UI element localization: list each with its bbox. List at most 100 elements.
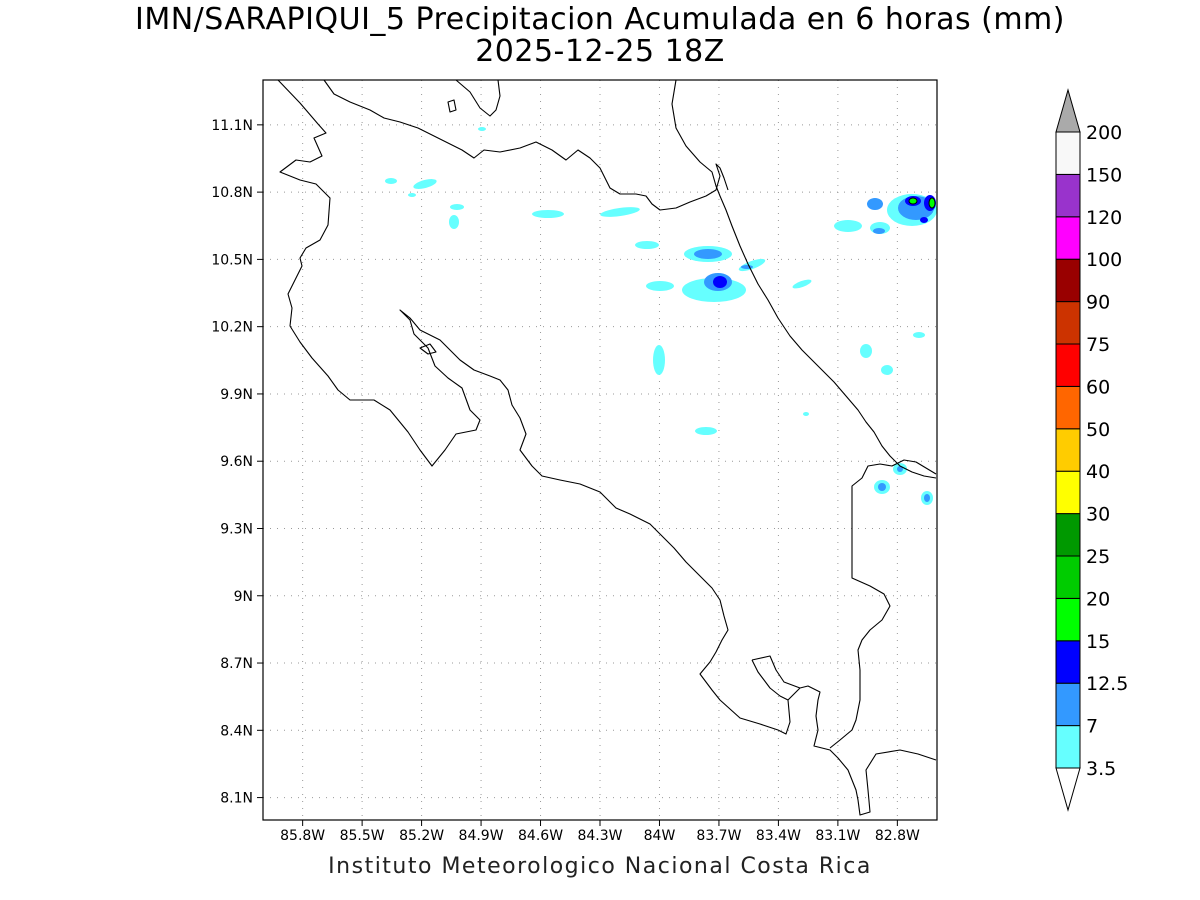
- colorbar-swatch: [1055, 470, 1081, 515]
- colorbar-label: 200: [1086, 122, 1122, 144]
- precip-cell: [803, 412, 809, 416]
- precipitation-cells: [385, 127, 937, 505]
- lon-tick-label: 84.9W: [459, 828, 504, 844]
- northern-border: [323, 79, 729, 211]
- colorbar-swatch: [1055, 428, 1081, 472]
- chart-title: IMN/SARAPIQUI_5 Precipitacion Acumulada …: [135, 2, 1065, 37]
- colorbar-label: 100: [1086, 249, 1122, 271]
- lon-tick-label: 84.6W: [518, 828, 563, 844]
- lat-tick-label: 10.5N: [211, 252, 253, 268]
- colorbar-over-triangle: [1055, 88, 1081, 133]
- colorbar-label: 75: [1086, 334, 1110, 356]
- colorbar-label: 12.5: [1086, 673, 1128, 695]
- osa-coastline: [751, 659, 789, 701]
- nicaragua-coast: [455, 79, 501, 117]
- precip-cell: [834, 220, 862, 232]
- precip-cell: [600, 207, 640, 217]
- precip-cell: [881, 365, 893, 375]
- pacific-coastline: [277, 79, 937, 816]
- map-frame: [262, 79, 938, 821]
- precip-cell: [741, 265, 753, 269]
- lon-tick-label: 83.4W: [756, 828, 801, 844]
- colorbar-label: 7: [1086, 716, 1098, 738]
- lon-tick-label: 82.8W: [875, 828, 920, 844]
- colorbar-swatch: [1055, 597, 1081, 642]
- colorbar-label: 90: [1086, 292, 1110, 314]
- lat-tick-label: 9.6N: [220, 454, 253, 470]
- caribbean-coastline: [671, 79, 937, 479]
- lat-tick-label: 9.3N: [220, 521, 253, 537]
- precip-cell: [913, 332, 925, 338]
- lon-tick-label: 85.5W: [340, 828, 385, 844]
- colorbar-label: 30: [1086, 504, 1110, 526]
- precip-cell: [897, 466, 903, 472]
- precip-cell: [928, 197, 936, 209]
- colorbar-label: 20: [1086, 588, 1110, 610]
- colorbar-swatch: [1055, 555, 1081, 599]
- colorbar-swatch: [1055, 513, 1081, 557]
- coastlines: [277, 79, 937, 816]
- island: [447, 99, 457, 113]
- colorbar-swatch: [1055, 258, 1081, 303]
- panama-border: [829, 459, 937, 749]
- colorbar-under-triangle: [1055, 767, 1081, 812]
- precip-cell: [408, 193, 416, 197]
- colorbar-swatch: [1055, 131, 1081, 175]
- colorbar-swatch: [1055, 682, 1081, 727]
- lat-tick-label: 10.2N: [211, 320, 253, 336]
- precip-cell: [867, 198, 883, 210]
- colorbar-label: 120: [1086, 207, 1122, 229]
- colorbar-swatch: [1055, 173, 1081, 218]
- precip-cell: [635, 241, 659, 249]
- colorbar-label: 60: [1086, 376, 1110, 398]
- precip-cell: [413, 179, 437, 189]
- colorbar: 3.5 7 12.5 15 20 25 30 40 50 60 75 90 100 120 150 200: [1055, 88, 1128, 812]
- precip-cell: [450, 204, 464, 210]
- precip-cell: [532, 210, 564, 218]
- precip-cell: [478, 127, 486, 131]
- precip-cell: [646, 281, 674, 291]
- lon-tick-label: 85.2W: [399, 828, 444, 844]
- colorbar-label: 15: [1086, 631, 1110, 653]
- precip-cell: [924, 494, 930, 502]
- colorbar-label: 40: [1086, 461, 1110, 483]
- island: [419, 343, 437, 355]
- gulf-coastline: [751, 655, 801, 689]
- lon-tick-label: 84.3W: [577, 828, 622, 844]
- lon-tick-label: 84W: [644, 828, 676, 844]
- precip-cell: [792, 279, 812, 289]
- lat-tick-label: 10.8N: [211, 185, 253, 201]
- colorbar-swatch: [1055, 385, 1081, 430]
- lat-tick-label: 8.7N: [220, 656, 253, 672]
- chart-subtitle: 2025-12-25 18Z: [475, 34, 725, 69]
- precip-cell: [878, 483, 886, 491]
- lon-tick-label: 83.1W: [815, 828, 860, 844]
- precip-cell: [920, 217, 928, 223]
- colorbar-label: 3.5: [1086, 758, 1116, 780]
- colorbar-swatch: [1055, 301, 1081, 345]
- precip-cell: [908, 197, 918, 205]
- lat-tick-label: 8.4N: [220, 723, 253, 739]
- precip-cell: [860, 344, 872, 358]
- colorbar-swatch: [1055, 725, 1081, 769]
- lat-tick-label: 9.9N: [220, 387, 253, 403]
- precip-cell: [713, 276, 727, 288]
- lon-tick-label: 85.8W: [280, 828, 325, 844]
- colorbar-label: 150: [1086, 164, 1122, 186]
- colorbar-label: 25: [1086, 546, 1110, 568]
- colorbar-label: 50: [1086, 419, 1110, 441]
- lat-tick-label: 11.1N: [211, 118, 253, 134]
- lat-tick-label: 9N: [234, 589, 253, 605]
- map-grid: [263, 80, 937, 820]
- lon-tick-label: 83.7W: [696, 828, 741, 844]
- colorbar-swatch: [1055, 640, 1081, 684]
- precip-cell: [653, 345, 665, 375]
- footer-credit: Instituto Meteorologico Nacional Costa R…: [328, 854, 872, 879]
- precip-cell: [873, 228, 885, 234]
- colorbar-swatch: [1055, 216, 1081, 260]
- precip-cell: [695, 427, 717, 435]
- precip-cell: [385, 178, 397, 184]
- lat-tick-label: 8.1N: [220, 791, 253, 807]
- precip-cell: [694, 249, 722, 259]
